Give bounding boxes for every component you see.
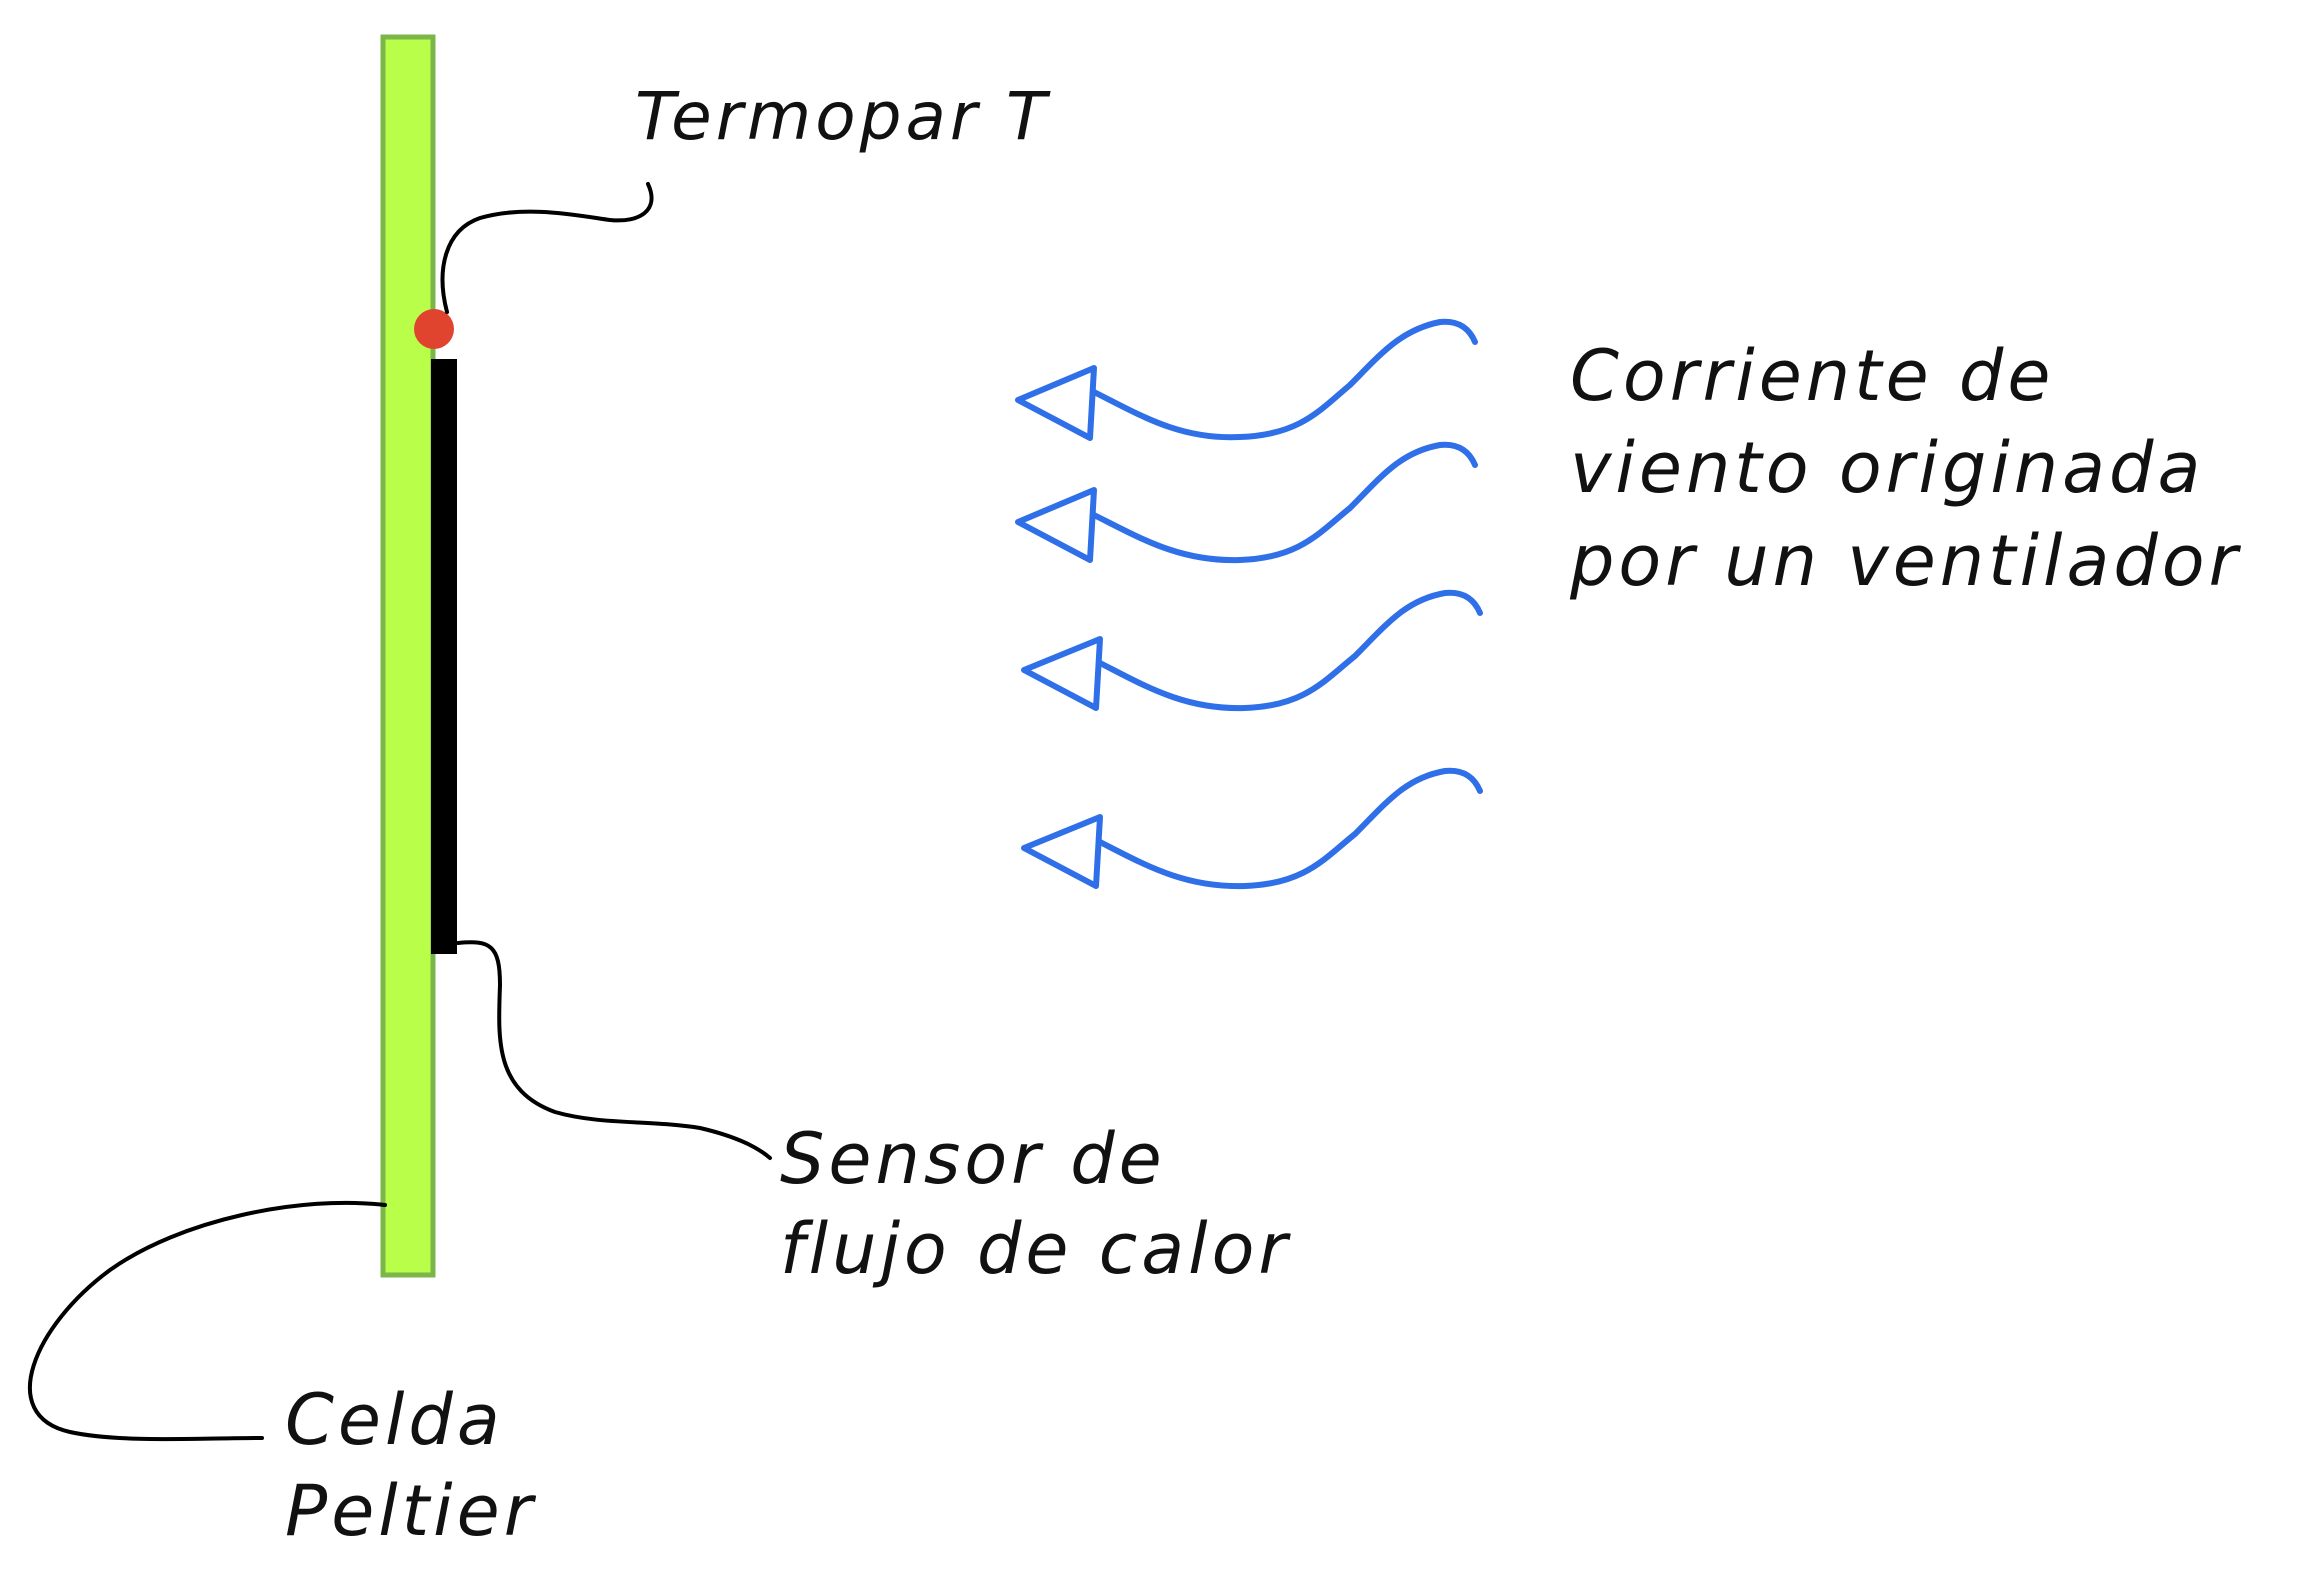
peltier-label-line-1: Celda — [285, 1379, 504, 1461]
thermocouple-dot-icon — [414, 309, 454, 349]
wind-arrow-3-icon — [1021, 589, 1483, 712]
wind-label-line-3: por un ventilador — [1570, 519, 2242, 602]
sensor-label-line-2: flujo de calor — [780, 1207, 1292, 1290]
heat-flux-sensor-label: Sensor de flujo de calor — [780, 1115, 1291, 1294]
wind-label-line-2: viento originada — [1570, 427, 2205, 510]
wind-arrow-4-icon — [1021, 767, 1483, 890]
thermocouple-label-text: Termopar T — [635, 78, 1051, 155]
wind-arrows — [1015, 318, 1483, 890]
thermocouple-leader-line — [440, 182, 654, 314]
wind-label: Corriente de viento originada por un ven… — [1570, 330, 2241, 607]
wind-arrow-1-icon — [1015, 318, 1478, 441]
wind-label-line-1: Corriente de — [1570, 335, 2055, 417]
peltier-cell-label: Celda Peltier — [285, 1375, 536, 1557]
heat-flux-sensor — [431, 359, 457, 954]
sensor-label-line-1: Sensor de — [780, 1118, 1166, 1200]
wind-arrow-2-icon — [1015, 441, 1478, 564]
thermocouple-label: Termopar T — [635, 80, 1050, 154]
peltier-leader-line — [28, 1200, 387, 1442]
sensor-leader-line — [456, 940, 772, 1160]
peltier-label-line-2: Peltier — [285, 1470, 537, 1552]
peltier-cell — [380, 34, 436, 1278]
